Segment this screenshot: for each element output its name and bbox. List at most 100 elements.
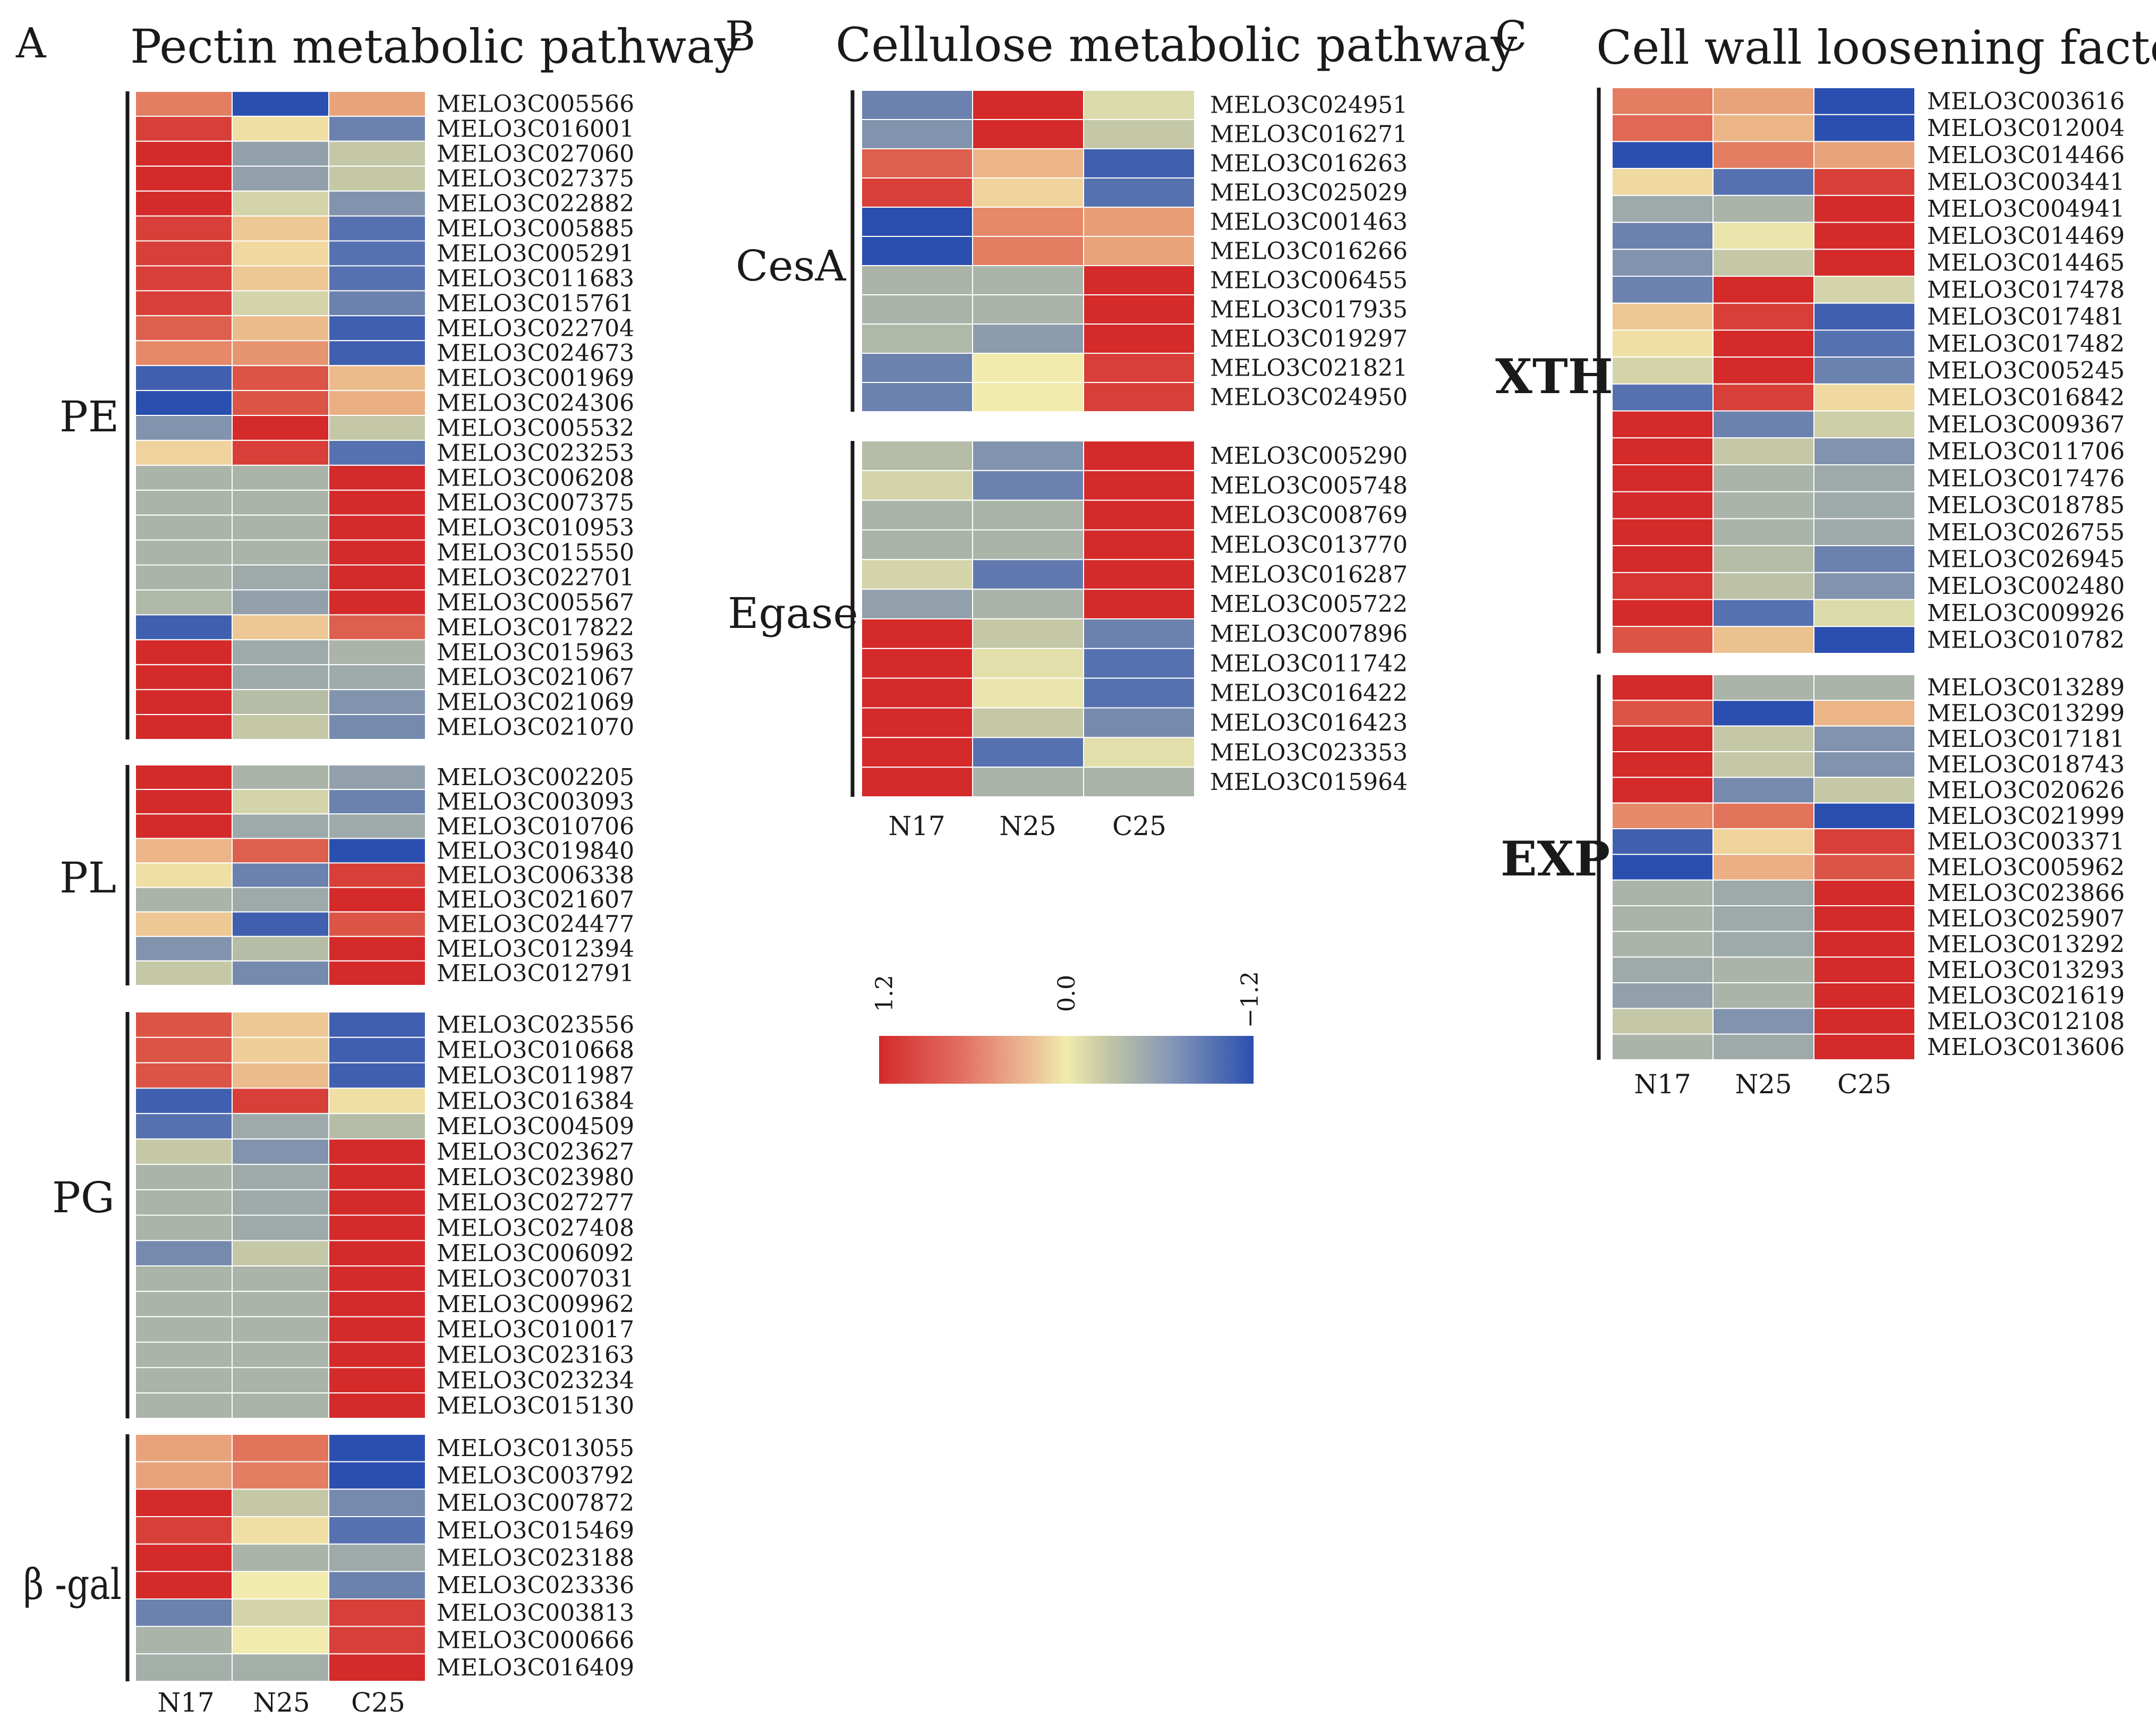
heatmap-cell-egase-r10-n25 [972, 707, 1084, 738]
gene-label: MELO3C012791 [437, 960, 634, 987]
heatmap-cell-pe-r26-n25 [232, 714, 329, 740]
heatmap-cell-pg-r5-n25 [232, 1113, 329, 1140]
heatmap-cell-pe-r9-c25 [328, 290, 426, 317]
heatmap-cell-egase-r4-n25 [972, 529, 1084, 560]
heatmap-cell-xth-r8-c25 [1813, 276, 1915, 304]
heatmap-cell-pe-r8-c25 [328, 265, 426, 292]
gene-label: MELO3C027408 [437, 1214, 634, 1241]
heatmap-cell-pg-r4-c25 [328, 1087, 426, 1115]
heatmap-cell-exp-r3-n17 [1612, 725, 1714, 752]
heatmap-cell-pl-r4-n17 [135, 838, 233, 864]
heatmap-cell-egase-r5-c25 [1083, 559, 1195, 590]
heatmap-cell-pe-r15-c25 [328, 439, 426, 466]
heatmap-cell-cesa-r2-n25 [972, 119, 1084, 149]
heatmap-cell-exp-r8-n17 [1612, 854, 1714, 881]
gene-label: MELO3C026755 [1927, 519, 2125, 546]
heatmap-cell-cesa-r9-n17 [861, 324, 973, 354]
heatmap-cell-pl-r3-n17 [135, 813, 233, 839]
heatmap-cell-egase-r10-n17 [861, 707, 973, 738]
heatmap-cell-pe-r12-n25 [232, 365, 329, 392]
gene-label: MELO3C016001 [437, 115, 634, 142]
heatmap-cell-xth-r12-n17 [1612, 383, 1714, 412]
gene-label: MELO3C003441 [1927, 169, 2125, 196]
heatmap-cell-xth-r4-c25 [1813, 168, 1915, 196]
gene-label: MELO3C021607 [437, 887, 634, 914]
gene-label: MELO3C019297 [1210, 326, 1408, 353]
heatmap-cell-egase-r11-c25 [1083, 737, 1195, 768]
heatmap-cell-cesa-r3-c25 [1083, 148, 1195, 178]
gene-label: MELO3C022701 [437, 564, 634, 591]
heatmap-cell-pg-r4-n17 [135, 1087, 233, 1115]
heatmap-cell-egase-r10-c25 [1083, 707, 1195, 738]
heatmap-cell-exp-r8-n25 [1712, 854, 1814, 881]
heatmap-cell-pg-r3-c25 [328, 1062, 426, 1089]
heatmap-cell-xth-r4-n25 [1712, 168, 1814, 196]
heatmap-cell-pe-r11-n17 [135, 340, 233, 367]
gene-label: MELO3C017481 [1927, 303, 2125, 330]
gene-label: MELO3C003616 [1927, 88, 2125, 115]
heatmap-cell-pe-r13-n17 [135, 390, 233, 416]
heatmap-cell-xth-r18-c25 [1813, 545, 1915, 573]
heatmap-cell-xth-r17-n25 [1712, 518, 1814, 547]
heatmap-cell-exp-r11-n17 [1612, 931, 1714, 958]
gene-label: MELO3C017935 [1210, 296, 1408, 324]
heatmap-cell-cesa-r9-c25 [1083, 324, 1195, 354]
heatmap-cell-gal-r5-n25 [232, 1543, 329, 1572]
gene-label: MELO3C005291 [437, 240, 634, 267]
heatmap-cell-pe-r1-n25 [232, 91, 329, 117]
gene-label: MELO3C017476 [1927, 465, 2125, 492]
heatmap-cell-exp-r2-n17 [1612, 700, 1714, 727]
heatmap-cell-gal-r4-n17 [135, 1516, 233, 1545]
gene-label: MELO3C007031 [437, 1265, 634, 1292]
heatmap-cell-pe-r9-n25 [232, 290, 329, 317]
heatmap-cell-cesa-r7-n17 [861, 265, 973, 295]
gene-label: MELO3C012394 [437, 935, 634, 963]
heatmap-cell-gal-r1-n17 [135, 1434, 233, 1462]
heatmap-cell-xth-r12-c25 [1813, 383, 1915, 412]
heatmap-cell-pg-r12-n25 [232, 1290, 329, 1317]
heatmap-cell-cesa-r5-n17 [861, 207, 973, 237]
gene-label: MELO3C001969 [437, 365, 634, 392]
heatmap-cell-pe-r6-c25 [328, 215, 426, 242]
legend-max-label: 1.2 [871, 975, 898, 1012]
gene-label: MELO3C013289 [1927, 674, 2125, 701]
heatmap-cell-exp-r6-n25 [1712, 802, 1814, 829]
heatmap-cell-exp-r10-n17 [1612, 905, 1714, 932]
heatmap-cell-exp-r15-c25 [1813, 1033, 1915, 1060]
heatmap-cell-exp-r4-n17 [1612, 751, 1714, 778]
heatmap-cell-gal-r9-c25 [328, 1653, 426, 1682]
heatmap-cell-pg-r13-c25 [328, 1316, 426, 1343]
heatmap-cell-xth-r16-n25 [1712, 491, 1814, 520]
heatmap-cell-pe-r4-c25 [328, 165, 426, 192]
gene-label: MELO3C024306 [437, 390, 634, 417]
gene-label: MELO3C006338 [437, 862, 634, 889]
heatmap-cell-pe-r21-n25 [232, 589, 329, 616]
heatmap-cell-gal-r4-c25 [328, 1516, 426, 1545]
heatmap-cell-exp-r7-n17 [1612, 828, 1714, 855]
heatmap-cell-cesa-r11-n17 [861, 382, 973, 412]
heatmap-cell-xth-r17-c25 [1813, 518, 1915, 547]
heatmap-cell-xth-r9-n25 [1712, 302, 1814, 331]
heatmap-cell-xth-r10-n25 [1712, 329, 1814, 358]
gene-label: MELO3C006208 [437, 464, 634, 491]
heatmap-cell-xth-r21-c25 [1813, 626, 1915, 654]
panel-a-title: Pectin metabolic pathway [130, 19, 741, 74]
heatmap-cell-cesa-r10-c25 [1083, 353, 1195, 383]
heatmap-cell-pg-r3-n17 [135, 1062, 233, 1089]
heatmap-cell-gal-r2-n25 [232, 1461, 329, 1490]
gene-label: MELO3C002480 [1927, 573, 2125, 600]
heatmap-cell-pg-r9-n25 [232, 1214, 329, 1241]
gene-label: MELO3C022882 [437, 190, 634, 217]
heatmap-cell-gal-r2-c25 [328, 1461, 426, 1490]
heatmap-cell-xth-r8-n17 [1612, 276, 1714, 304]
heatmap-cell-exp-r1-n17 [1612, 674, 1714, 701]
heatmap-cell-xth-r11-c25 [1813, 356, 1915, 385]
heatmap-cell-xth-r14-c25 [1813, 437, 1915, 465]
heatmap-cell-exp-r5-n17 [1612, 777, 1714, 804]
heatmap-cell-pl-r7-c25 [328, 911, 426, 937]
gene-label: MELO3C016384 [437, 1087, 634, 1115]
gene-label: MELO3C013770 [1210, 531, 1408, 558]
heatmap-cell-xth-r1-n17 [1612, 87, 1714, 115]
heatmap-cell-xth-r14-n17 [1612, 437, 1714, 465]
